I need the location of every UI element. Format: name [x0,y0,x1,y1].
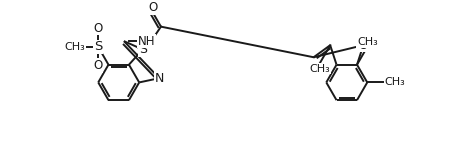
Text: O: O [148,1,157,14]
Text: O: O [359,39,368,52]
Text: CH₃: CH₃ [357,37,378,47]
Text: S: S [139,43,147,56]
Text: N: N [154,72,164,85]
Text: O: O [93,22,103,35]
Text: NH: NH [138,35,155,48]
Text: CH₃: CH₃ [385,77,405,87]
Text: S: S [94,40,102,53]
Text: O: O [93,59,103,72]
Text: CH₃: CH₃ [65,42,85,52]
Text: CH₃: CH₃ [310,64,330,74]
